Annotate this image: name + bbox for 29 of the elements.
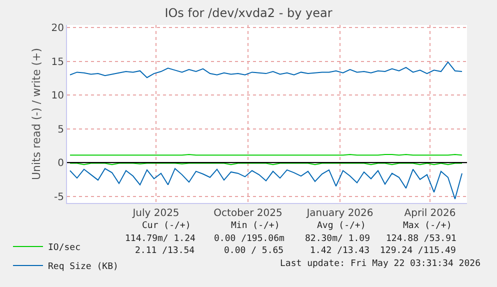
text: Avg (-/+)	[317, 221, 366, 231]
x-tick-label: October 2025	[214, 208, 282, 219]
text: 82.30m/ 1.09	[305, 234, 370, 244]
y-tick-label: 0	[58, 158, 64, 170]
text: 1.42 /13.43	[310, 246, 370, 256]
text: Max (-/+)	[403, 221, 452, 231]
text: 2.11 /13.54	[135, 246, 195, 256]
legend-label: IO/sec	[48, 243, 81, 254]
text: 0.00 / 5.65	[224, 246, 284, 256]
text: 0.00 /195.06m	[214, 234, 284, 244]
chart-title: IOs for /dev/xvda2 - by year	[164, 6, 332, 20]
y-axis-title: Units read (-) / write (+)	[30, 48, 43, 180]
line-series	[70, 168, 462, 200]
x-tick-label: July 2025	[132, 208, 180, 219]
y-tick-label: 15	[51, 56, 64, 68]
x-tick-label: January 2026	[306, 208, 374, 219]
text: Min (-/+)	[231, 221, 280, 231]
y-tick-label: 10	[51, 90, 64, 102]
y-tick-label: 5	[58, 124, 64, 136]
line-series	[70, 62, 462, 78]
legend-label: Req Size (KB)	[48, 262, 118, 272]
x-tick-label: April 2026	[404, 208, 456, 219]
text: 114.79m/ 1.24	[125, 234, 196, 244]
text: Cur (-/+)	[142, 221, 191, 231]
text: Last update: Fri May 22 03:31:34 2026	[280, 259, 480, 269]
y-tick-label: -5	[54, 192, 64, 203]
y-tick-label: 20	[51, 23, 64, 34]
text: 129.24 /115.49	[380, 246, 456, 256]
text: 124.88 /53.91	[386, 234, 456, 244]
